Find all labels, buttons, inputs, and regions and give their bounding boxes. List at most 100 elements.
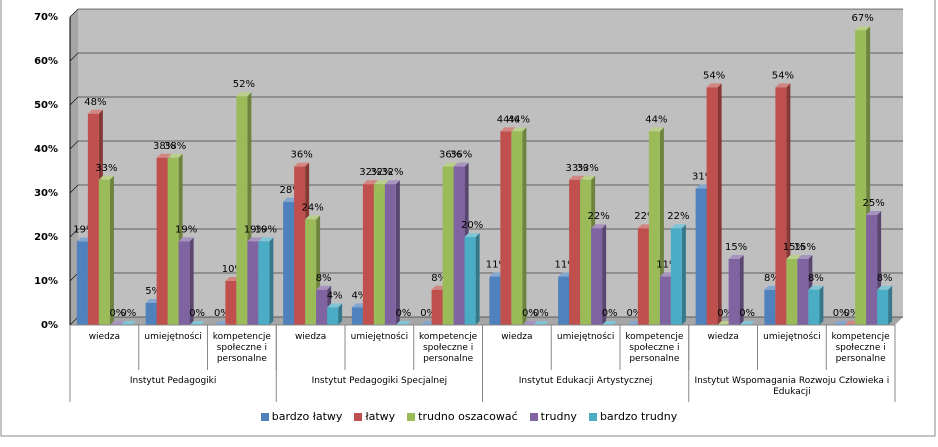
x-tick-label: umiejętności <box>350 332 409 342</box>
bar <box>637 228 649 325</box>
y-tick-label: 50% <box>34 100 58 111</box>
bar <box>362 184 374 325</box>
data-label: 33% <box>95 163 117 174</box>
y-tick-label: 30% <box>34 188 58 199</box>
y-tick-label: 0% <box>41 320 58 331</box>
bar-top <box>384 180 400 185</box>
data-label: 19% <box>175 224 197 235</box>
bar-top <box>602 321 618 325</box>
bar <box>87 113 99 325</box>
data-label: 4% <box>327 290 343 301</box>
bar <box>351 307 363 325</box>
data-label: 8% <box>431 273 447 284</box>
data-label: 15% <box>725 242 747 253</box>
data-label: 19% <box>73 224 95 235</box>
bar <box>453 166 465 325</box>
bar-side <box>717 83 722 326</box>
legend-swatch <box>588 413 597 421</box>
bar <box>225 281 237 325</box>
data-label: 24% <box>302 202 324 213</box>
bar-side <box>819 285 824 325</box>
bar <box>706 87 718 326</box>
x-tick-label: wiedza <box>88 332 121 342</box>
bar-side <box>888 285 893 325</box>
bar-top <box>877 285 893 290</box>
data-label: 32% <box>359 167 381 178</box>
data-label: 22% <box>588 211 610 222</box>
data-label: 54% <box>772 70 794 81</box>
bar <box>648 131 660 325</box>
x-tick-label: wiedza <box>707 332 739 342</box>
bar <box>591 228 603 325</box>
data-label: 4% <box>351 290 367 301</box>
bar <box>728 259 740 325</box>
data-label: 0% <box>120 308 136 319</box>
bar <box>670 228 682 325</box>
data-label: 36% <box>291 150 313 161</box>
grid-line <box>69 228 903 238</box>
bar-top <box>739 321 755 325</box>
bar-top <box>670 224 686 229</box>
legend-label: bardzo łatwy <box>271 410 343 423</box>
bar <box>775 87 787 326</box>
bar-top <box>522 321 538 325</box>
data-label: 0% <box>214 308 230 319</box>
frame <box>0 0 936 437</box>
bar-top <box>316 285 332 290</box>
bar-top <box>728 255 744 259</box>
bar-top <box>189 321 205 325</box>
bar <box>659 276 671 325</box>
bar-top <box>327 303 343 308</box>
bar <box>764 289 776 325</box>
data-label: 0% <box>833 308 849 319</box>
grid-line <box>69 184 903 194</box>
data-label: 8% <box>808 273 824 284</box>
bar <box>145 303 157 325</box>
bar-top <box>591 224 607 229</box>
x-tick-label: kompetencje społeczne i personalne <box>831 332 890 364</box>
legend-item: bardzo trudny <box>588 410 677 423</box>
bar <box>327 307 339 325</box>
bar <box>877 289 889 325</box>
legend: bardzo łatwy łatwy trudno oszacować trudny b… <box>0 410 938 423</box>
bar <box>247 241 259 325</box>
data-label: 0% <box>602 308 618 319</box>
bar <box>305 219 317 325</box>
x-tick-label: wiedza <box>294 332 327 342</box>
bar <box>489 276 501 325</box>
bar-top <box>797 255 813 259</box>
bar-top <box>156 153 172 158</box>
data-label: 8% <box>316 273 332 284</box>
data-label: 0% <box>109 308 125 319</box>
bar-top <box>120 321 136 325</box>
data-label: 15% <box>783 242 805 253</box>
bar <box>431 289 443 325</box>
data-label: 11% <box>486 260 508 271</box>
bar <box>156 157 168 325</box>
bar-side <box>109 175 114 325</box>
y-tick-label: 40% <box>34 144 58 155</box>
bar-top <box>511 127 527 132</box>
group-label: Instytut Pedagogiki <box>129 376 217 386</box>
data-label: 8% <box>877 273 893 284</box>
data-label: 54% <box>703 70 725 81</box>
bar-top <box>833 321 849 325</box>
data-label: 22% <box>634 211 656 222</box>
legend-swatch <box>529 413 538 421</box>
data-label: 19% <box>255 224 277 235</box>
data-label: 0% <box>533 308 549 319</box>
bar-top <box>580 175 596 180</box>
data-label: 36% <box>450 150 472 161</box>
legend-label: trudno oszacować <box>418 410 518 423</box>
data-label: 0% <box>739 308 755 319</box>
grid-line <box>69 52 903 62</box>
legend-swatch <box>407 413 416 421</box>
bar-top <box>866 211 882 215</box>
data-label: 48% <box>84 97 106 108</box>
bar <box>797 259 809 325</box>
y-tick-label: 60% <box>34 56 58 67</box>
data-label: 32% <box>381 167 403 178</box>
bar <box>373 184 385 325</box>
bar-top <box>500 127 516 132</box>
